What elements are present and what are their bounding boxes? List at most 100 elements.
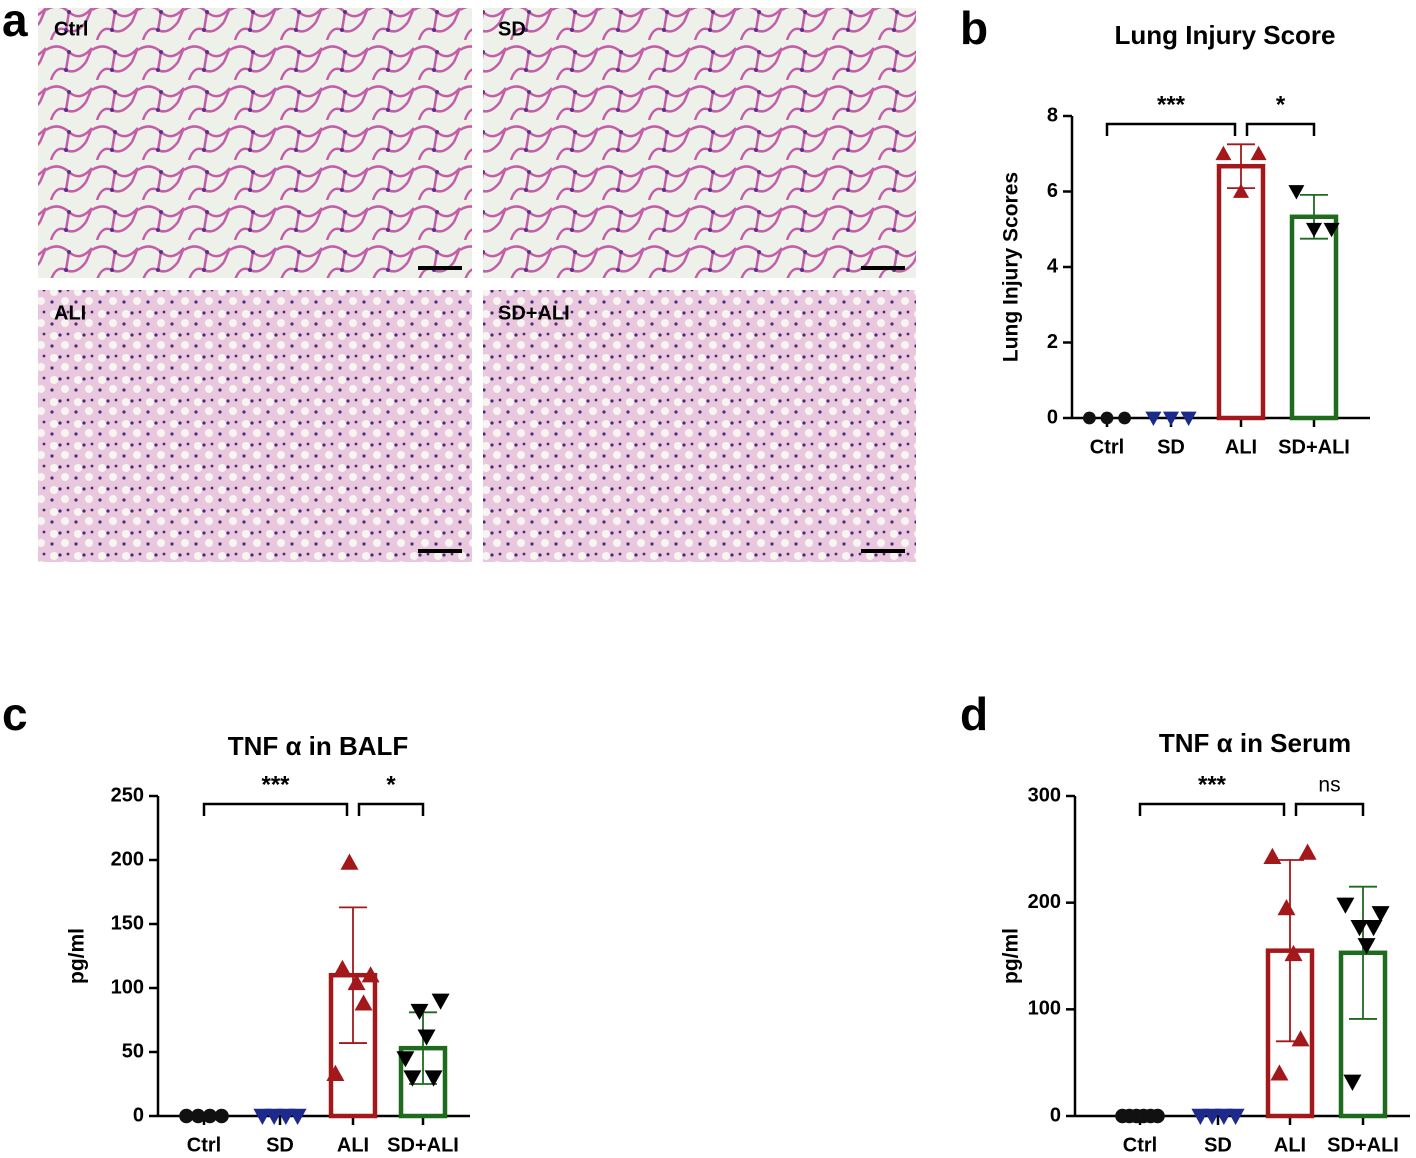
significance-bracket: [1245, 122, 1316, 136]
data-point: [1191, 1108, 1210, 1125]
image-label: SD+ALI: [498, 302, 570, 324]
data-point: [276, 1108, 295, 1125]
data-point: [340, 853, 359, 870]
data-point: [1336, 897, 1355, 914]
panel-letter: d: [960, 688, 988, 740]
significance-bracket: [202, 802, 349, 816]
data-point: [1263, 847, 1282, 864]
data-point: [396, 1051, 415, 1068]
micrograph: [38, 8, 472, 278]
x-tick-label: Ctrl: [187, 1134, 221, 1156]
significance-bracket: [1105, 122, 1237, 136]
chart-title: Lung Injury Score: [1114, 20, 1335, 50]
x-tick-label: ALI: [1225, 436, 1257, 458]
data-point: [347, 973, 366, 991]
y-tick-label: 100: [111, 976, 144, 998]
y-tick-label: 2: [1047, 331, 1058, 353]
data-point: [326, 1064, 345, 1081]
chart-title: TNF α in Serum: [1159, 728, 1351, 758]
data-point: [410, 1003, 429, 1021]
y-tick-label: 200: [1028, 891, 1061, 913]
data-point: [1277, 899, 1296, 916]
micrograph: [38, 290, 472, 562]
data-point: [1291, 1030, 1310, 1047]
chart-title: TNF α in BALF: [228, 731, 409, 761]
panel-letter: b: [960, 2, 988, 54]
significance-label: ***: [1198, 771, 1227, 798]
x-tick-label: SD+ALI: [387, 1134, 459, 1156]
data-point: [1150, 1108, 1165, 1124]
data-point: [214, 1108, 229, 1124]
data-point: [202, 1108, 218, 1124]
y-axis-label: Lung Injury Scores: [1000, 172, 1023, 362]
significance-bracket: [357, 802, 425, 816]
data-point: [354, 994, 373, 1011]
panel-letter: a: [2, 0, 28, 46]
x-tick-label: ALI: [337, 1134, 369, 1156]
data-point: [1180, 411, 1197, 426]
y-tick-label: 100: [1028, 998, 1061, 1020]
x-tick-label: ALI: [1274, 1134, 1306, 1156]
data-point: [1364, 920, 1383, 937]
bar-chart: c TNF α in BALF pg/ml 0 50 100 150 200 250 Ctrl SD…: [2, 688, 470, 1156]
significance-label: ***: [261, 771, 290, 798]
y-tick-label: 0: [133, 1104, 144, 1126]
image-label: SD: [498, 18, 526, 40]
data-point: [1226, 1108, 1245, 1125]
y-tick-label: 200: [111, 848, 144, 870]
significance-label: *: [386, 771, 396, 798]
y-tick-label: 150: [111, 912, 144, 934]
data-point: [265, 1108, 284, 1125]
bar: [1289, 214, 1339, 421]
image-label: ALI: [54, 302, 86, 324]
data-point: [1203, 1108, 1222, 1125]
data-point: [1163, 411, 1179, 426]
significance-label: *: [1276, 91, 1286, 118]
y-tick-label: 4: [1047, 255, 1059, 277]
micrograph: [483, 8, 916, 278]
y-tick-label: 8: [1047, 104, 1058, 126]
data-point: [1083, 411, 1096, 425]
error-bar: [1349, 885, 1377, 1020]
significance-bracket: [1138, 802, 1286, 816]
y-tick-label: 50: [122, 1040, 144, 1062]
bar-chart: b Lung Injury Score Lung Injury Scores 0 2 4 6…: [960, 2, 1370, 458]
data-point: [431, 993, 450, 1010]
x-tick-label: SD: [266, 1134, 294, 1156]
data-point: [1270, 1064, 1289, 1081]
x-tick-label: Ctrl: [1090, 436, 1124, 458]
y-tick-label: 0: [1047, 406, 1058, 428]
data-point: [253, 1108, 272, 1125]
significance-bracket: [1294, 802, 1365, 816]
x-tick-label: SD+ALI: [1278, 436, 1350, 458]
data-point: [1323, 222, 1340, 238]
y-tick-label: 6: [1047, 180, 1058, 202]
data-point: [424, 1070, 443, 1087]
data-point: [1215, 145, 1232, 161]
bar-chart: d TNF α in Serum pg/ml 0 100 200 300 Ctrl SD ALI S…: [960, 688, 1410, 1156]
data-point: [1298, 843, 1317, 860]
data-point: [190, 1108, 206, 1124]
data-point: [1288, 185, 1305, 200]
data-point: [333, 959, 352, 976]
data-point: [179, 1108, 194, 1124]
data-point: [1145, 411, 1162, 426]
data-point: [1250, 145, 1267, 161]
bar: [1216, 163, 1266, 421]
data-point: [1100, 411, 1114, 425]
panel-letter: c: [2, 688, 28, 740]
x-tick-label: SD: [1157, 436, 1185, 458]
data-point: [1118, 411, 1131, 425]
data-point: [1371, 906, 1390, 923]
y-tick-label: 250: [111, 784, 144, 806]
data-point: [1214, 1108, 1233, 1125]
significance-label: ns: [1318, 774, 1340, 797]
data-point: [1306, 222, 1322, 238]
data-point: [1284, 944, 1303, 962]
x-tick-label: SD+ALI: [1327, 1134, 1399, 1156]
x-tick-label: Ctrl: [1123, 1134, 1157, 1156]
micrograph: [483, 290, 916, 562]
data-point: [361, 966, 380, 983]
data-point: [1343, 1074, 1362, 1091]
